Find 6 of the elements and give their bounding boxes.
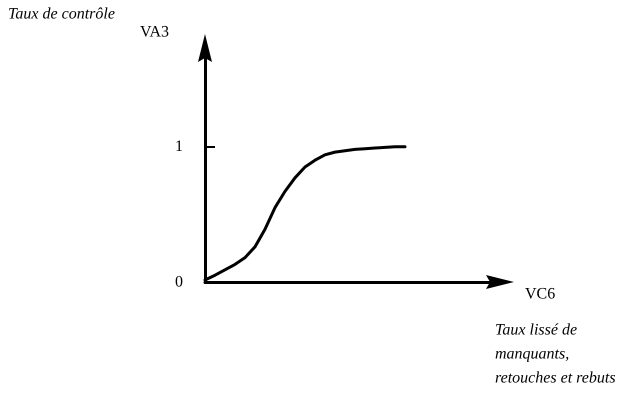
text: Taux lissé de manquants, retouches et rebuts xyxy=(495,322,616,386)
x-axis-title: VC6 xyxy=(525,286,556,302)
y-tick-label: 1 xyxy=(175,138,183,156)
text: Taux de contrôle xyxy=(8,6,115,22)
y-tick-label: 0 xyxy=(175,274,183,290)
y-axis-title: VA3 xyxy=(140,24,170,40)
